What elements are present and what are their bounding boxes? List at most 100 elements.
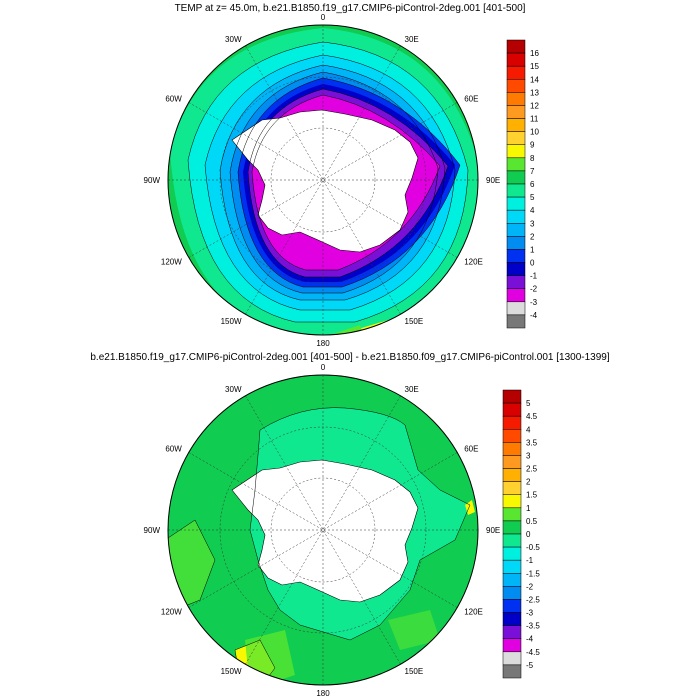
lon-labels-top: 0 30E 60E 90E 120E 150E 180 150W 120W 90W 60W 30W — [144, 13, 501, 348]
colorbar-swatch — [506, 196, 526, 211]
colorbar-tick-label: 1 — [530, 245, 535, 254]
colorbar-swatch — [506, 52, 526, 67]
colorbar-tick-label: -3 — [526, 609, 534, 618]
lon-label: 120E — [464, 608, 483, 617]
panel-title-top: TEMP at z= 45.0m, b.e21.B1850.f19_g17.CM… — [174, 3, 526, 14]
colorbar-tick-label: -1 — [526, 556, 534, 565]
lon-label: 30W — [225, 35, 242, 44]
lon-label: 150W — [221, 667, 242, 676]
colorbar-swatch — [506, 249, 526, 263]
lon-label: 30E — [405, 35, 419, 44]
colorbar-tick-label: 0.5 — [526, 517, 538, 526]
colorbar-swatch — [502, 415, 522, 430]
colorbar-tick-label: 15 — [530, 62, 539, 71]
colorbar-swatch — [502, 494, 522, 509]
lon-label: 90W — [144, 526, 161, 535]
colorbar-swatch — [506, 157, 526, 172]
colorbar-bottom: 5 4.5 4 3.5 3 2.5 2 1.5 1 0.5 0 -0.5 -1 -1.5 -2 -2.5 -3 -… — [502, 389, 540, 679]
colorbar-swatch — [502, 638, 522, 653]
lon-label: 120W — [161, 608, 182, 617]
colorbar-tick-label: -0.5 — [526, 543, 540, 552]
colorbar-swatch — [502, 573, 522, 587]
colorbar-tick-label: 14 — [530, 75, 539, 84]
colorbar-tick-label: -4.5 — [526, 648, 540, 657]
colorbar-swatch — [506, 79, 526, 93]
lon-label: 120E — [464, 258, 483, 267]
colorbar-swatch — [506, 301, 526, 316]
colorbar-tick-label: 1 — [526, 504, 531, 513]
lon-label: 180 — [316, 339, 330, 348]
colorbar-swatch — [502, 533, 522, 548]
lon-label: 150W — [221, 317, 242, 326]
colorbar-swatch — [502, 402, 522, 417]
colorbar-swatch — [506, 118, 526, 132]
colorbar-tick-label: 4 — [526, 425, 531, 434]
colorbar-swatch — [506, 223, 526, 237]
lon-label: 90W — [144, 176, 161, 185]
lon-label: 150E — [405, 667, 424, 676]
colorbar-swatch — [502, 507, 522, 522]
lon-label: 180 — [316, 689, 330, 698]
colorbar-tick-label: 8 — [530, 154, 535, 163]
colorbar-swatch — [506, 144, 526, 159]
colorbar-tick-label: 16 — [530, 49, 539, 58]
colorbar-tick-label: 2.5 — [526, 465, 538, 474]
colorbar-tick-label: 9 — [530, 141, 535, 150]
colorbar-tick-label: 0 — [530, 259, 535, 268]
colorbar-swatch — [502, 599, 522, 613]
colorbar-tick-label: -3 — [530, 298, 538, 307]
colorbar-swatch — [506, 183, 526, 198]
map-bottom-fill — [168, 375, 478, 685]
colorbar-tick-label: 1.5 — [526, 491, 538, 500]
colorbar-swatch — [502, 468, 522, 482]
colorbar-tick-label: 4 — [530, 206, 535, 215]
colorbar-swatch — [502, 651, 522, 666]
lon-label: 60W — [165, 95, 182, 104]
colorbar-tick-label: -2 — [530, 285, 538, 294]
lon-labels-bottom: 0 30E 60E 90E 120E 150E 180 150W 120W 90W 60W 30W — [144, 363, 501, 698]
colorbar-swatch — [502, 546, 522, 561]
colorbar-tick-label: 7 — [530, 167, 535, 176]
colorbar-swatch — [502, 455, 522, 469]
colorbar-swatch — [506, 92, 526, 106]
colorbar-swatch — [506, 288, 526, 303]
colorbar-tick-label: 3.5 — [526, 438, 538, 447]
colorbar-tick-label: -4 — [526, 635, 534, 644]
colorbar-tick-label: 5 — [526, 399, 531, 408]
lon-label: 90E — [486, 526, 500, 535]
colorbar-swatch — [506, 65, 526, 80]
map-bottom: 0 30E 60E 90E 120E 150E 180 150W 120W 90W 60W 30W — [144, 363, 501, 698]
lon-label: 30W — [225, 385, 242, 394]
colorbar-swatch — [502, 664, 522, 679]
colorbar-swatch — [506, 39, 526, 54]
colorbar-tick-label: 10 — [530, 128, 539, 137]
colorbar-tick-label: 13 — [530, 88, 539, 97]
lon-label: 90E — [486, 176, 500, 185]
colorbar-tick-label: -1 — [530, 272, 538, 281]
lon-label: 60W — [165, 445, 182, 454]
colorbar-tick-label: 4.5 — [526, 412, 538, 421]
colorbar-swatch — [502, 612, 522, 626]
colorbar-swatch — [506, 131, 526, 145]
colorbar-tick-label: -5 — [526, 661, 534, 670]
colorbar-tick-label: -1.5 — [526, 569, 540, 578]
colorbar-tick-label: 2 — [530, 232, 535, 241]
colorbar-swatch — [502, 442, 522, 456]
colorbar-swatch — [506, 236, 526, 250]
lon-label: 0 — [321, 13, 326, 22]
map-top-fill — [168, 25, 478, 335]
colorbar-swatch — [502, 481, 522, 495]
lon-label: 150E — [405, 317, 424, 326]
lon-label: 60E — [464, 445, 478, 454]
colorbar-swatch — [502, 389, 522, 404]
map-top: 0 30E 60E 90E 120E 150E 180 150W 120W 90W 60W 30W — [144, 13, 501, 348]
map-bottom-boundary — [167, 374, 479, 686]
colorbar-tick-label: 6 — [530, 180, 535, 189]
colorbar-tick-label: 0 — [526, 530, 531, 539]
colorbar-tick-label: 2 — [526, 478, 531, 487]
lon-label: 120W — [161, 258, 182, 267]
colorbar-swatch — [506, 209, 526, 224]
colorbar-swatch — [502, 429, 522, 443]
